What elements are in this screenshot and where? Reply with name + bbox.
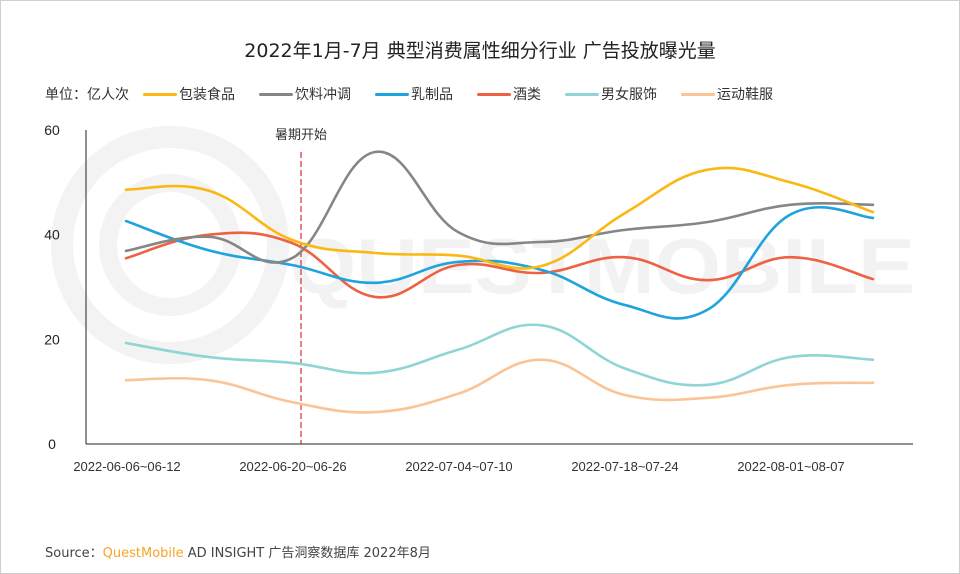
annotation-label: 暑期开始 <box>275 128 327 143</box>
legend-label: 包装食品 <box>179 87 235 103</box>
y-tick-label: 40 <box>44 227 60 243</box>
legend-swatch <box>375 92 409 96</box>
watermark-logo-ring <box>99 174 241 316</box>
x-tick-label: 2022-08-01~08-07 <box>737 459 844 474</box>
series-line <box>124 205 875 320</box>
legend-item: 饮料冲调 <box>259 84 351 104</box>
unit-label: 单位：亿人次 <box>45 87 129 103</box>
series-line <box>124 358 875 414</box>
y-tick-label: 20 <box>44 331 60 347</box>
legend-swatch <box>681 92 715 96</box>
legend-item: 运动鞋服 <box>681 84 773 104</box>
x-tick-label: 2022-07-18~07-24 <box>571 459 678 474</box>
source-rest: AD INSIGHT 广告洞察数据库 2022年8月 <box>183 546 431 561</box>
legend-item: 包装食品 <box>143 84 235 104</box>
source-note: Source：QuestMobile AD INSIGHT 广告洞察数据库 20… <box>45 542 431 561</box>
legend-swatch <box>565 92 599 96</box>
series-line <box>124 166 875 270</box>
legend-item: 男女服饰 <box>565 84 657 104</box>
series-line <box>124 323 875 387</box>
series-line <box>124 231 875 299</box>
series-lines <box>124 150 875 414</box>
legend-label: 男女服饰 <box>601 87 657 103</box>
legend-item: 酒类 <box>477 84 541 104</box>
legend-item: 乳制品 <box>375 84 453 104</box>
source-brand: QuestMobile <box>102 546 184 561</box>
source-prefix: Source： <box>45 546 103 561</box>
chart-title: 2022年1月-7月 典型消费属性细分行业 广告投放曝光量 <box>244 40 716 62</box>
legend-swatch <box>143 92 177 96</box>
y-tick-label: 60 <box>44 122 60 138</box>
legend-label: 饮料冲调 <box>295 87 351 103</box>
x-tick-label: 2022-06-20~06-26 <box>239 459 346 474</box>
watermark-logo-ring <box>51 126 289 364</box>
y-tick-label: 0 <box>48 436 56 452</box>
legend-swatch <box>477 92 511 96</box>
legend: 单位：亿人次 包装食品 饮料冲调 乳制品 酒类 男女服饰 运动鞋服 <box>45 84 797 104</box>
x-tick-label: 2022-07-04~07-10 <box>405 459 512 474</box>
legend-label: 运动鞋服 <box>717 87 773 103</box>
x-tick-label: 2022-06-06~06-12 <box>73 459 180 474</box>
annotations: 暑期开始 <box>275 128 327 444</box>
legend-swatch <box>259 92 293 96</box>
series-line <box>124 150 875 264</box>
axes: 0 20 40 60 2022-06-06~06-12 2022-06-20~06-26 2… <box>44 122 913 474</box>
legend-label: 酒类 <box>513 87 541 103</box>
legend-label: 乳制品 <box>411 87 453 103</box>
